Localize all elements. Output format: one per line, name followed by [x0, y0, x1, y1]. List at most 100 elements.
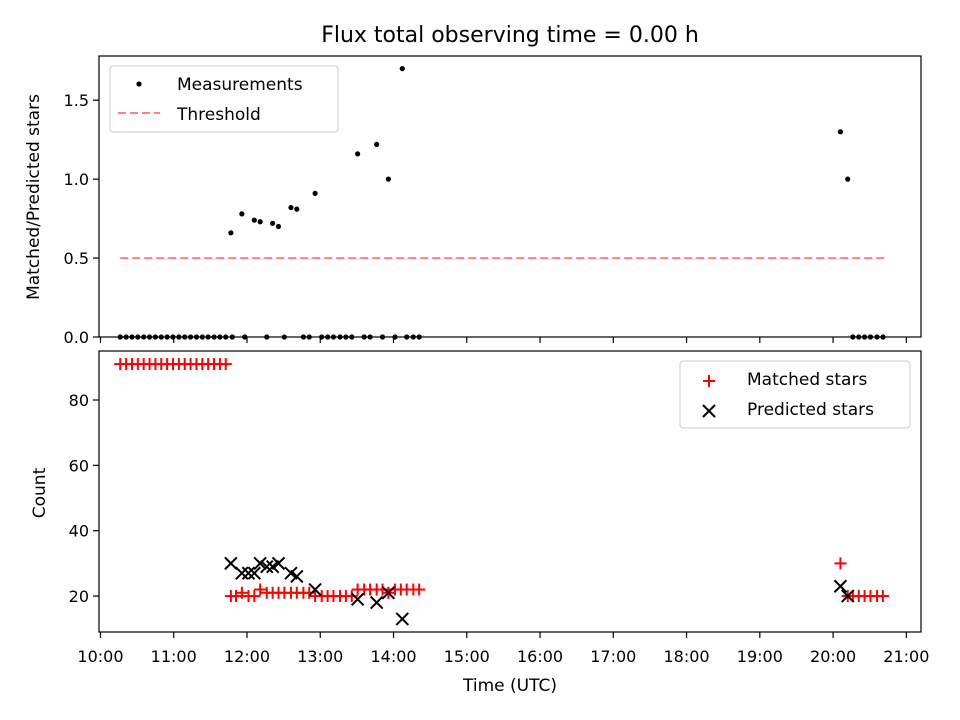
measurement-point [880, 334, 886, 340]
measurement-point [251, 217, 257, 223]
measurement-point [294, 206, 300, 212]
measurement-point [129, 334, 135, 340]
matched-point [254, 583, 267, 596]
measurement-point [404, 334, 410, 340]
measurement-point [117, 334, 123, 340]
predicted-point [247, 566, 262, 580]
predicted-point [290, 569, 304, 584]
xtick-label: 13:00 [297, 647, 343, 666]
bottom-legend: Matched stars Predicted stars [679, 360, 911, 429]
measurement-point [211, 334, 217, 340]
measurement-point [257, 219, 263, 225]
bottom-y-axis-label: Count [30, 467, 50, 518]
top-ytick-label: 1.5 [64, 91, 89, 110]
xtick-label: 19:00 [737, 647, 783, 666]
x-axis-label: Time (UTC) [462, 676, 557, 696]
top-y-ticks: 0.0 0.5 1.0 1.5 [64, 91, 99, 347]
bottom-plot-marks [114, 358, 889, 626]
measurement-point [850, 334, 856, 340]
top-legend: Measurements Threshold [109, 65, 339, 133]
predicted-point [308, 582, 322, 597]
xtick-label: 21:00 [883, 647, 929, 666]
measurement-point [312, 190, 318, 196]
flux-ratio-panel: 0.0 0.5 1.0 1.5 Matched/Predicted stars Mea… [24, 55, 922, 347]
xtick-label: 15:00 [444, 647, 490, 666]
measurement-point [141, 334, 147, 340]
top-plot-marks [117, 66, 886, 340]
measurement-point [170, 334, 176, 340]
measurement-point [385, 176, 391, 182]
matched-point [834, 557, 847, 570]
measurement-point [146, 334, 153, 340]
matched-point [248, 590, 261, 603]
xtick-label: 14:00 [370, 647, 416, 666]
predicted-point [235, 566, 249, 580]
top-ytick-label: 1.0 [64, 170, 89, 189]
measurement-point [349, 334, 355, 340]
predicted-point [350, 592, 365, 607]
measurement-point [399, 66, 405, 72]
legend-measurements-marker [136, 81, 142, 87]
measurement-point [856, 334, 862, 340]
predicted-point [224, 556, 238, 571]
matched-point [876, 590, 889, 603]
matched-point [219, 358, 232, 371]
legend-predicted-label: Predicted stars [747, 400, 874, 420]
measurement-point [361, 334, 367, 340]
measurement-point [410, 334, 416, 340]
measurement-point [845, 176, 851, 182]
measurement-point [392, 334, 398, 340]
measurement-point [228, 230, 234, 236]
legend-matched-marker [703, 375, 715, 387]
measurement-point [374, 141, 380, 148]
measurement-point [264, 334, 270, 340]
measurement-point [187, 334, 194, 340]
bottom-ytick-label: 40 [69, 522, 89, 541]
bottom-x-ticks: 10:00 11:00 12:00 13:00 14:00 15:00 16:00 17:00… [77, 632, 929, 666]
measurement-point [275, 223, 282, 230]
measurement-point [229, 334, 235, 340]
measurement-point [176, 334, 182, 340]
legend-predicted-marker [702, 404, 716, 418]
measurement-point [355, 151, 361, 157]
measurement-point [288, 204, 294, 211]
measurement-point [199, 334, 205, 340]
bottom-ytick-label: 60 [69, 456, 89, 475]
measurement-point [416, 334, 422, 340]
measurement-point [300, 334, 307, 340]
predicted-point [271, 556, 286, 571]
xtick-label: 17:00 [590, 647, 636, 666]
xtick-label: 10:00 [77, 647, 123, 666]
top-legend-box [109, 65, 339, 133]
chart-title: Flux total observing time = 0.00 h [321, 23, 699, 48]
top-plot-frame [98, 55, 922, 338]
predicted-point [841, 589, 855, 603]
measurement-point [135, 334, 141, 340]
legend-threshold-label: Threshold [176, 105, 261, 125]
predicted-point [369, 595, 384, 610]
xtick-label: 16:00 [517, 647, 563, 666]
matched-point [413, 583, 426, 596]
bottom-legend-box [679, 360, 911, 429]
measurement-point [874, 334, 880, 340]
measurement-point [324, 334, 331, 340]
measurement-point [217, 334, 223, 340]
measurement-point [158, 334, 164, 340]
predicted-point [395, 612, 410, 626]
measurement-point [123, 334, 129, 340]
legend-matched-label: Matched stars [747, 370, 867, 390]
measurement-point [837, 129, 844, 135]
measurement-point [205, 334, 211, 340]
predicted-point [241, 566, 256, 580]
xtick-label: 11:00 [151, 647, 197, 666]
measurement-point [343, 334, 349, 340]
measurement-point [367, 334, 373, 340]
measurement-point [152, 334, 159, 340]
xtick-label: 20:00 [810, 647, 856, 666]
predicted-point [833, 579, 848, 593]
measurement-point [239, 211, 245, 217]
measurement-point [223, 334, 229, 340]
measurement-point [379, 334, 386, 340]
measurement-point [337, 334, 343, 340]
